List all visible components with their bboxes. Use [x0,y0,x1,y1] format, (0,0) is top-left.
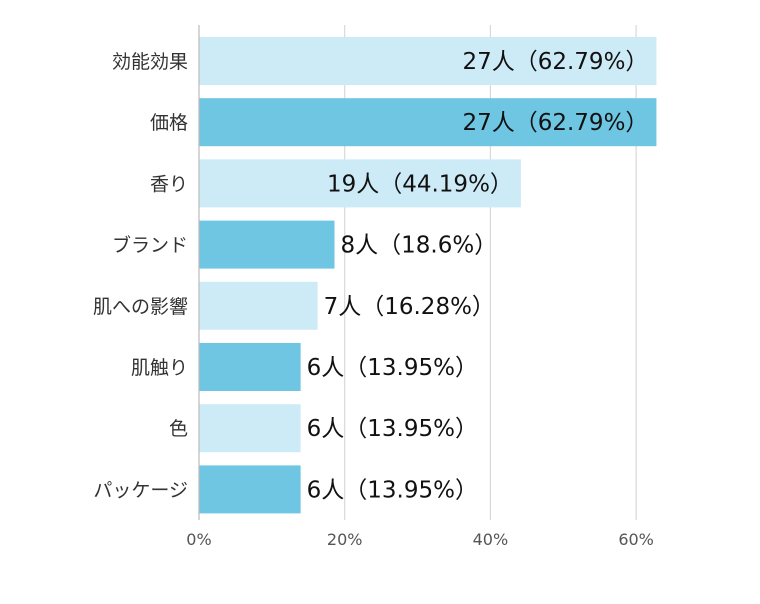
category-label: 香り [150,173,188,195]
category-label: 肌への影響 [93,296,188,318]
data-label: 7人（16.28%） [324,294,495,320]
category-label: 肌触り [131,357,188,379]
data-label: 19人（44.19%） [327,171,513,197]
bar [199,465,301,514]
category-label: ブランド [112,234,188,257]
bar [199,37,657,85]
x-tick-label: 40% [473,530,509,549]
data-label: 6人（13.95%） [307,355,478,381]
data-label: 27人（62.79%） [462,110,648,136]
bar [199,220,335,269]
data-label: 27人（62.79%） [462,49,648,75]
x-tick-label: 60% [618,530,654,549]
bar [199,281,318,330]
data-label: 6人（13.95%） [307,416,478,442]
bar [199,343,301,391]
category-label: パッケージ [93,479,188,501]
bar [199,159,521,208]
data-label: 8人（18.6%） [341,233,498,259]
category-label: 色 [169,418,188,440]
bar [199,404,301,453]
category-label: 価格 [150,112,188,134]
category-label: 効能効果 [112,51,188,73]
data-label: 6人（13.95%） [307,477,478,503]
x-tick-label: 0% [186,530,211,549]
x-tick-label: 20% [327,530,363,549]
bar [199,98,657,147]
